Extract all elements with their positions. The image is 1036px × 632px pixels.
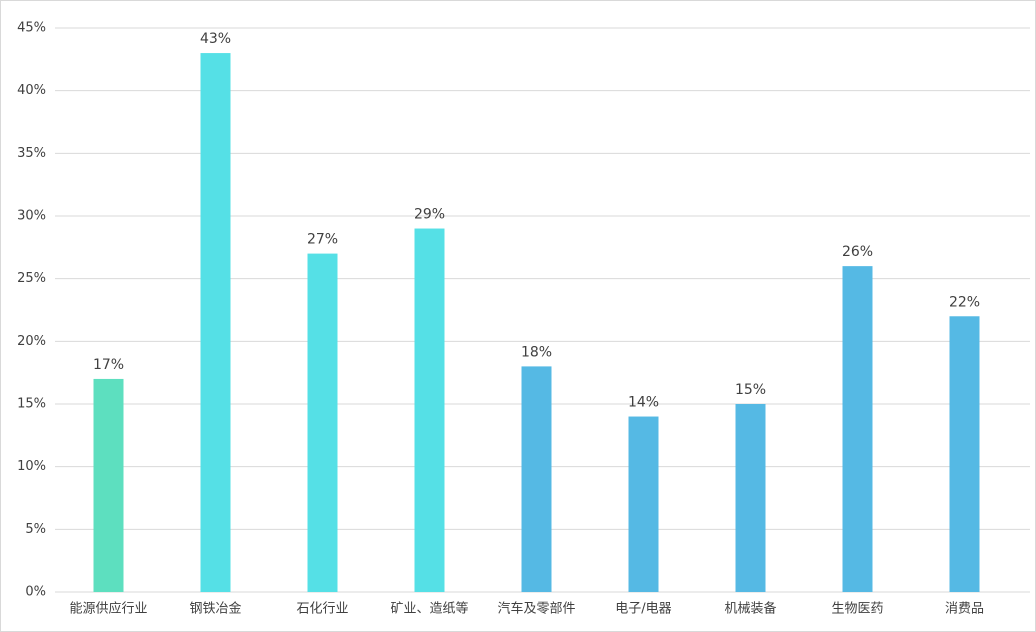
y-tick-label: 0% [25, 585, 46, 600]
x-tick-label: 能源供应行业 [69, 601, 147, 617]
x-tick-label: 生物医药 [831, 602, 883, 617]
bar [521, 366, 552, 592]
x-tick-label: 机械装备 [724, 601, 776, 617]
bar [842, 266, 873, 592]
x-tick-label: 石化行业 [296, 602, 348, 617]
x-tick-label: 矿业、造纸等 [390, 601, 468, 617]
value-label: 22% [949, 294, 980, 310]
value-label: 14% [628, 395, 659, 411]
value-label: 27% [307, 232, 338, 248]
value-label: 26% [842, 244, 873, 260]
bar [93, 378, 124, 592]
bar [307, 253, 338, 592]
y-tick-label: 5% [25, 522, 46, 537]
x-tick-label: 消费品 [945, 602, 984, 617]
x-tick-label: 汽车及零部件 [497, 601, 575, 617]
value-label: 15% [735, 382, 766, 398]
y-tick-label: 10% [17, 459, 46, 474]
y-tick-label: 35% [17, 146, 46, 161]
y-tick-label: 25% [17, 271, 46, 286]
bar [628, 416, 659, 592]
x-tick-label: 钢铁冶金 [189, 601, 241, 617]
value-label: 17% [93, 357, 124, 373]
value-label: 43% [200, 31, 231, 47]
y-tick-label: 40% [17, 83, 46, 98]
value-label: 29% [414, 207, 445, 223]
value-label: 18% [521, 344, 552, 360]
y-tick-label: 15% [17, 397, 46, 412]
y-tick-label: 30% [17, 209, 46, 224]
bar [949, 316, 980, 592]
y-tick-label: 45% [17, 21, 46, 36]
bar [200, 53, 231, 593]
bar [735, 404, 766, 592]
y-tick-label: 20% [17, 334, 46, 349]
x-tick-label: 电子/电器 [615, 602, 671, 617]
bar [414, 228, 445, 593]
